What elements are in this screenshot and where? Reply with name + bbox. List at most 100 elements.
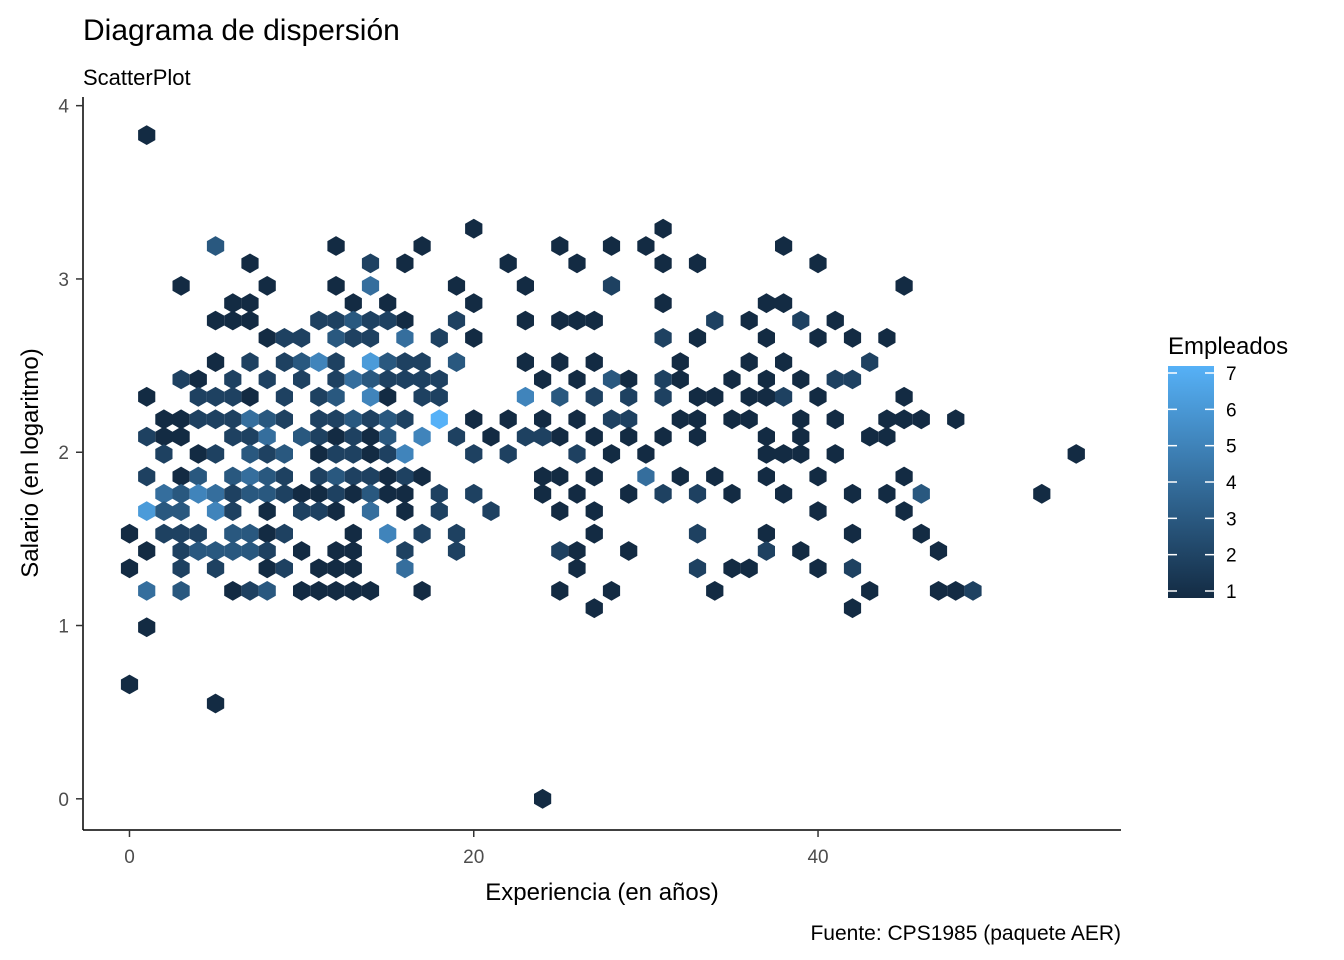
hex-cell xyxy=(688,253,707,274)
hex-cell xyxy=(482,501,500,521)
hex-cell xyxy=(241,253,259,274)
hex-cell xyxy=(310,483,328,504)
hex-cell xyxy=(430,386,448,407)
hex-cell xyxy=(826,369,844,390)
hex-cell xyxy=(206,310,225,331)
hex-cell xyxy=(258,426,276,447)
hex-cell xyxy=(809,386,827,407)
hex-cell xyxy=(465,218,483,239)
hex-cell xyxy=(155,501,173,521)
hex-cell xyxy=(361,276,380,296)
hex-cell xyxy=(293,581,311,601)
hex-cell xyxy=(637,444,655,464)
hex-cell xyxy=(654,426,672,447)
hex-cell xyxy=(775,236,793,256)
hex-cell xyxy=(568,483,586,504)
hex-cell xyxy=(241,541,259,561)
hex-cell xyxy=(275,523,293,544)
hex-cell xyxy=(843,369,862,390)
hex-cell xyxy=(671,352,689,372)
hex-cell xyxy=(379,352,397,372)
hex-cell xyxy=(258,276,276,296)
hex-cell xyxy=(551,541,569,561)
hex-cell xyxy=(275,483,293,504)
hex-cell xyxy=(172,541,190,561)
hex-cell xyxy=(224,541,242,561)
hex-cell xyxy=(826,409,844,430)
hex-cell xyxy=(224,426,242,447)
hex-cell xyxy=(551,386,569,407)
hex-cell xyxy=(602,444,621,464)
hex-cell xyxy=(430,501,448,521)
hex-cell xyxy=(568,444,586,464)
hex-cell xyxy=(206,558,225,579)
hex-cell xyxy=(327,581,345,601)
hex-cell xyxy=(723,558,741,579)
hex-cell xyxy=(396,466,414,487)
hex-cell xyxy=(585,426,603,447)
hex-cell xyxy=(138,541,156,561)
hex-cell xyxy=(654,218,672,239)
hex-cell xyxy=(206,693,225,714)
hex-cell xyxy=(723,483,741,504)
hex-cell xyxy=(740,386,758,407)
hex-cell xyxy=(172,483,190,504)
hex-cell xyxy=(602,276,621,296)
hex-cell xyxy=(447,426,466,447)
hex-cell xyxy=(447,276,466,296)
chart-title: Diagrama de dispersión xyxy=(83,14,400,47)
hex-cell xyxy=(310,352,328,372)
hex-cell xyxy=(688,328,707,348)
hex-cell xyxy=(396,253,414,274)
hex-cell xyxy=(327,466,345,487)
hex-cell xyxy=(430,409,448,430)
hex-cell xyxy=(361,581,380,601)
hex-cell xyxy=(189,386,207,407)
hex-cell xyxy=(792,310,810,331)
hex-cell xyxy=(327,483,345,504)
hex-cell xyxy=(155,483,173,504)
hex-cell xyxy=(327,558,345,579)
hex-cell xyxy=(792,444,810,464)
hex-cell xyxy=(379,466,397,487)
hex-cell xyxy=(241,293,259,314)
hex-cell xyxy=(172,426,190,447)
hex-cell xyxy=(344,483,362,504)
hex-cell xyxy=(396,328,414,348)
hex-cell xyxy=(396,409,414,430)
hex-cell xyxy=(585,466,603,487)
hex-cell xyxy=(224,581,242,601)
hex-cell xyxy=(310,444,328,464)
hex-cell xyxy=(688,558,707,579)
x-tick-label: 40 xyxy=(807,847,828,868)
hex-cell xyxy=(602,236,621,256)
hex-cell xyxy=(637,466,655,487)
hex-cell xyxy=(361,352,380,372)
hex-cell xyxy=(843,328,862,348)
hex-cell xyxy=(620,369,638,390)
hex-cell xyxy=(361,310,380,331)
hex-cell xyxy=(585,352,603,372)
hex-cell xyxy=(413,352,431,372)
hex-cell xyxy=(585,310,603,331)
hex-cell xyxy=(929,541,948,561)
hex-cell xyxy=(275,409,293,430)
hex-cell xyxy=(344,328,362,348)
hex-cell xyxy=(379,369,397,390)
chart-subtitle: ScatterPlot xyxy=(83,65,191,90)
hex-cell xyxy=(138,501,156,521)
hex-cell xyxy=(688,483,707,504)
hex-cell xyxy=(929,581,948,601)
hex-cell xyxy=(1067,444,1085,464)
hex-cell xyxy=(361,483,380,504)
hex-cell xyxy=(327,328,345,348)
hex-cell xyxy=(878,409,896,430)
hex-cell xyxy=(809,501,827,521)
hex-cell xyxy=(241,466,259,487)
hex-cell xyxy=(688,386,707,407)
y-tick-label: 4 xyxy=(58,97,69,118)
hex-cell xyxy=(620,483,638,504)
hex-cell xyxy=(964,581,982,601)
hex-cell xyxy=(792,426,810,447)
hex-cell xyxy=(155,523,173,544)
